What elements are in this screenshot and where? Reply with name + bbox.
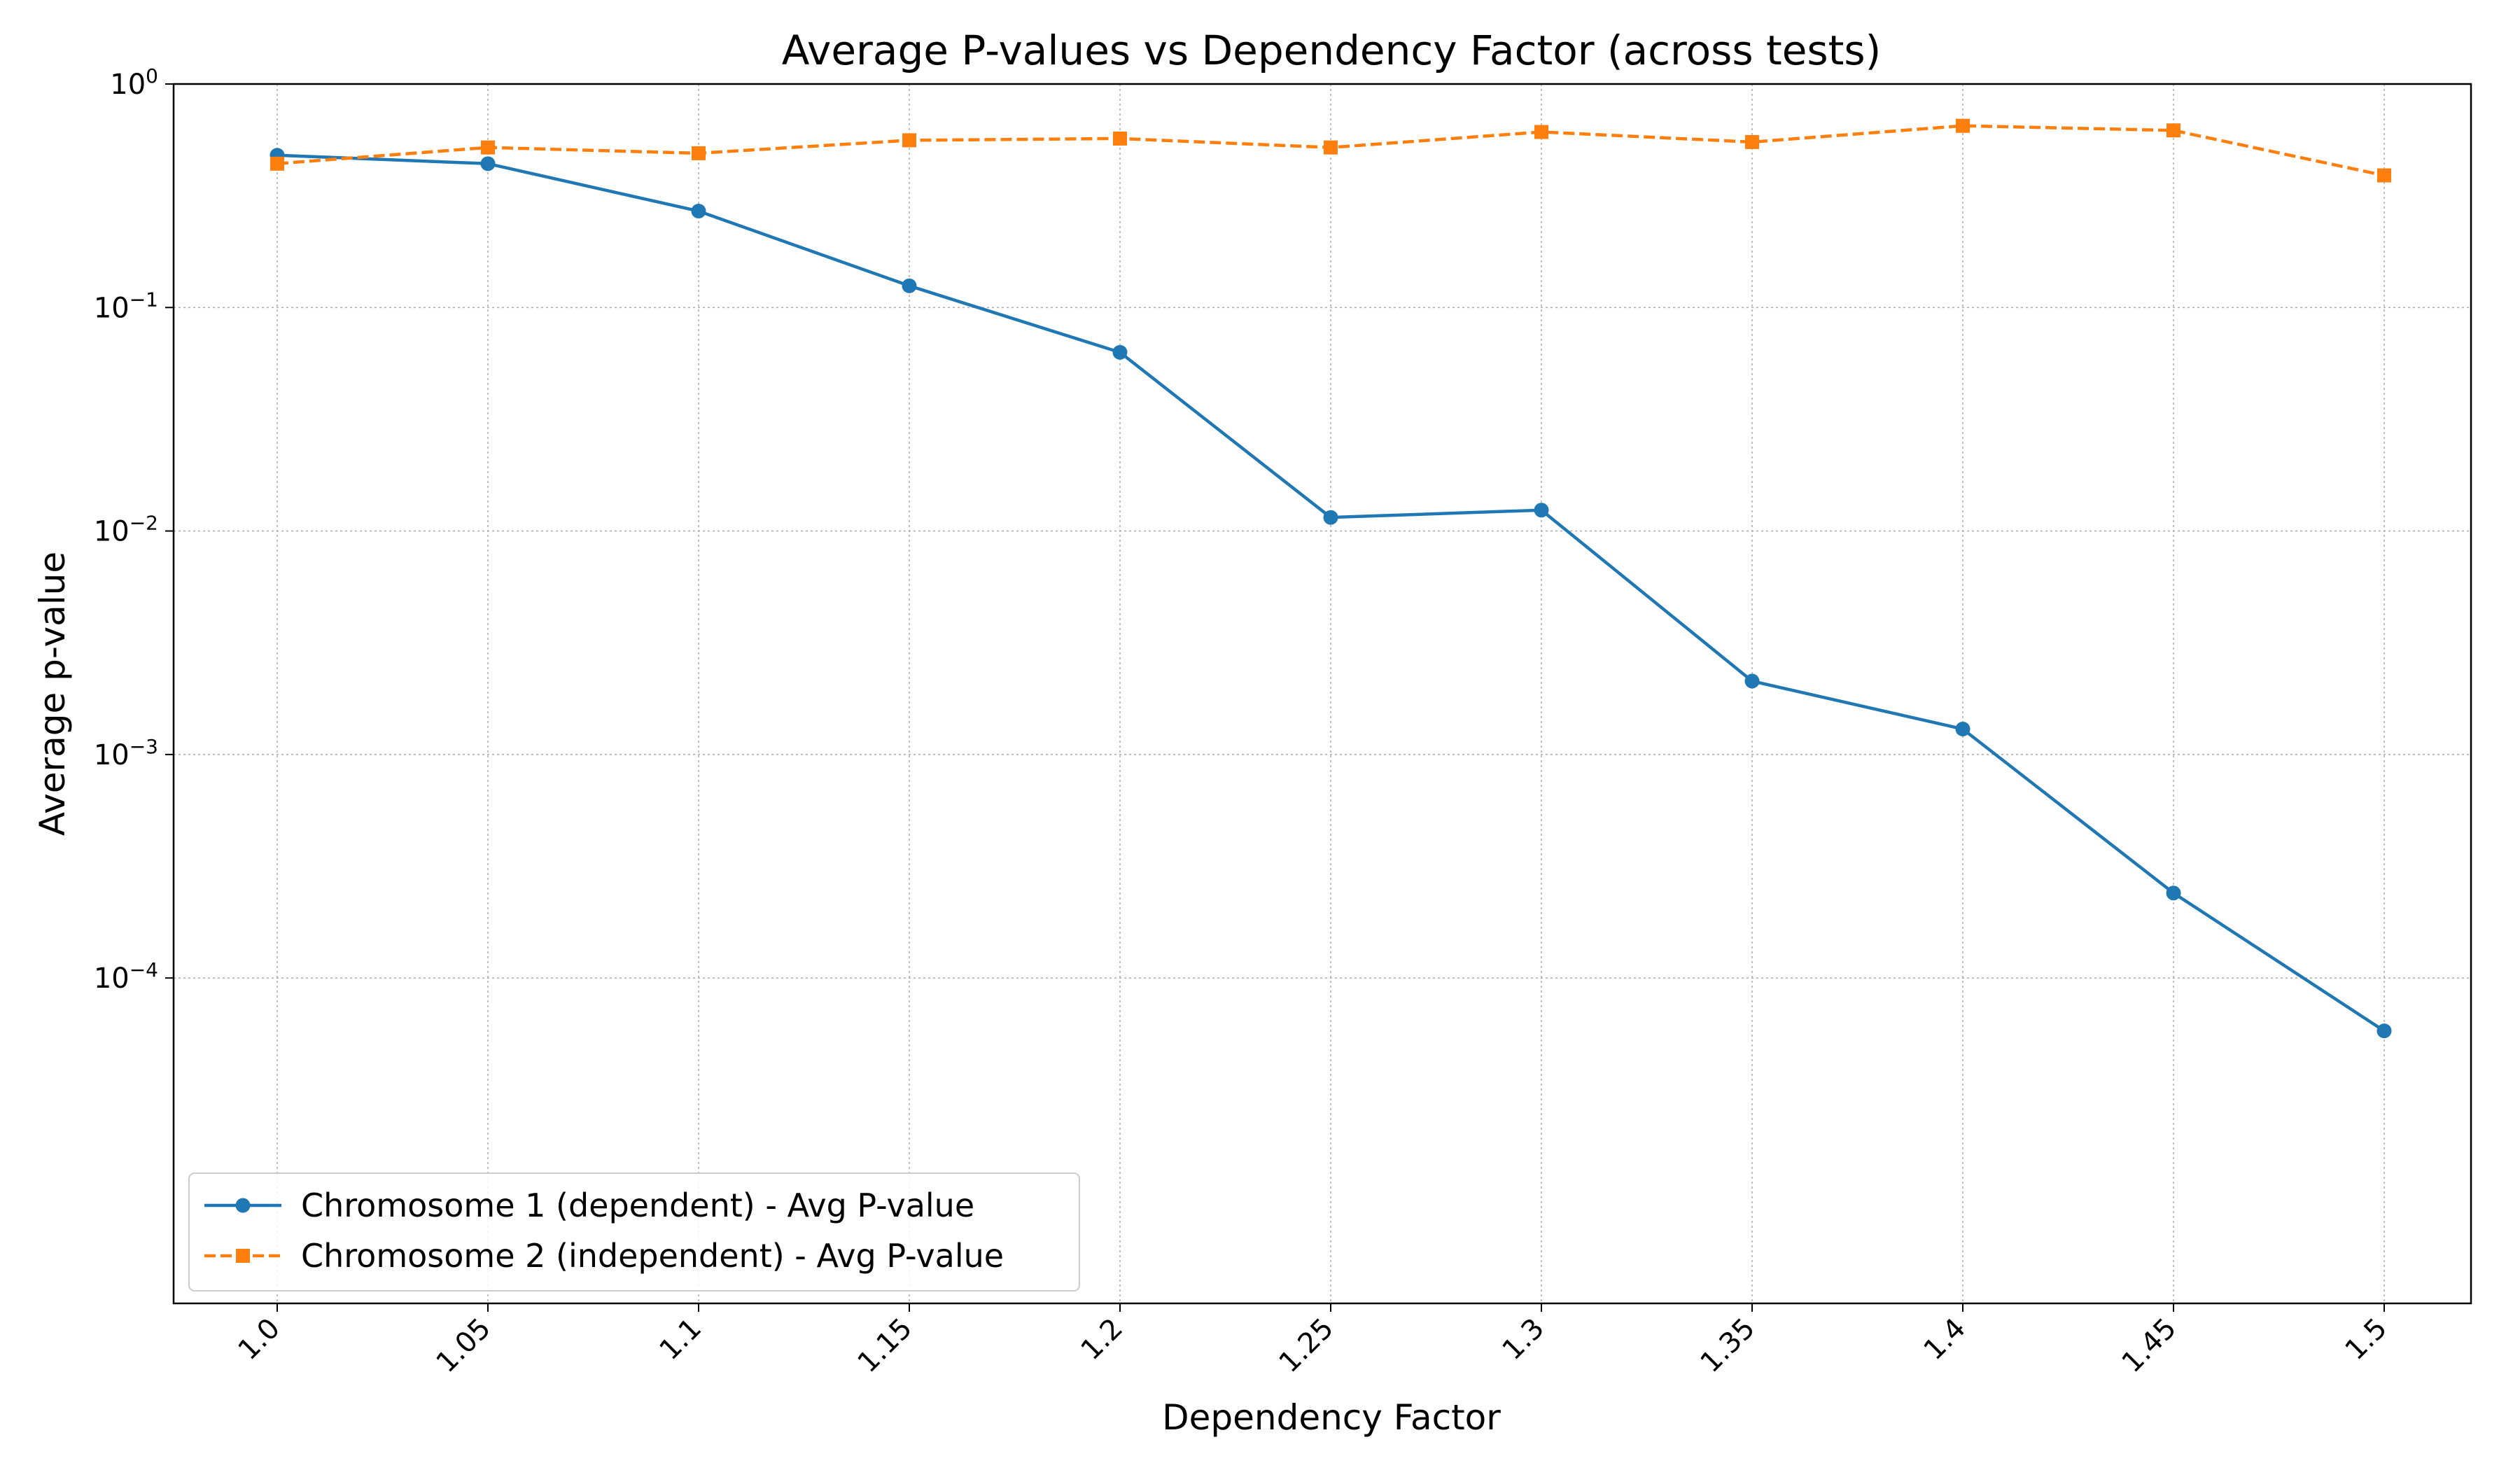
legend-marker-circle: [235, 1198, 251, 1213]
data-point-circle: [691, 204, 706, 219]
data-point-circle: [1534, 503, 1549, 518]
data-point-square: [481, 140, 495, 155]
data-point-square: [2377, 168, 2391, 183]
data-point-circle: [1955, 721, 1970, 736]
data-point-circle: [1744, 673, 1760, 689]
y-tick-label: 100: [110, 64, 158, 101]
data-point-circle: [1112, 344, 1128, 360]
data-point-square: [902, 133, 916, 148]
y-tick-label: 10−3: [94, 735, 158, 771]
y-tick-label: 10−2: [94, 512, 158, 548]
data-point-square: [1745, 134, 1759, 149]
legend-box: [188, 1172, 1080, 1292]
y-axis-label: Average p-value: [32, 552, 73, 836]
data-point-square: [2166, 123, 2180, 138]
data-point-circle: [480, 156, 496, 172]
legend-marker-square: [236, 1249, 250, 1263]
series-layer: [270, 118, 2392, 1039]
data-point-square: [1956, 118, 1970, 133]
grid: [174, 84, 2471, 1303]
data-point-square: [692, 146, 706, 160]
legend: Chromosome 1 (dependent) - Avg P-value Ch…: [188, 1172, 1080, 1292]
data-point-square: [1534, 125, 1548, 139]
legend-label: Chromosome 1 (dependent) - Avg P-value: [301, 1186, 974, 1224]
chart-title: Average P-values vs Dependency Factor (a…: [782, 27, 1881, 74]
y-tick-label: 10−1: [94, 288, 158, 324]
legend-label: Chromosome 2 (independent) - Avg P-value: [301, 1237, 1004, 1275]
plot-area-frame: [172, 83, 2472, 1305]
data-point-circle: [2166, 886, 2181, 901]
x-axis-label: Dependency Factor: [1162, 1397, 1501, 1438]
data-point-square: [270, 156, 284, 171]
data-point-square: [1113, 131, 1127, 146]
data-point-circle: [2376, 1023, 2392, 1039]
data-point-circle: [902, 278, 917, 293]
y-tick-label: 10−4: [94, 958, 158, 995]
data-point-circle: [1323, 510, 1338, 525]
data-point-square: [1324, 140, 1338, 155]
